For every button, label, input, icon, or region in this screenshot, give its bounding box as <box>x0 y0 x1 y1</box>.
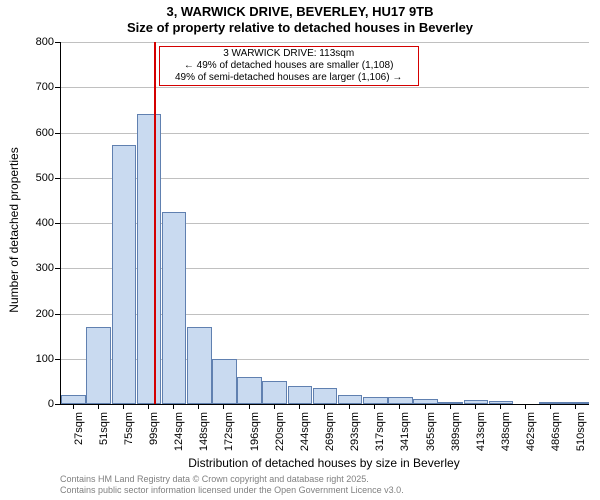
marker-line <box>154 42 156 404</box>
y-tick-label: 100 <box>22 353 54 365</box>
y-tick-mark <box>55 223 60 224</box>
histogram-bar <box>162 212 187 404</box>
x-tick-mark <box>98 404 99 409</box>
x-tick-label: 244sqm <box>299 412 311 462</box>
x-tick-mark <box>73 404 74 409</box>
histogram-bar <box>112 145 137 404</box>
x-tick-label: 99sqm <box>148 412 160 462</box>
x-tick-mark <box>324 404 325 409</box>
annotation-line2: ← 49% of detached houses are smaller (1,… <box>164 60 414 72</box>
y-tick-mark <box>55 404 60 405</box>
x-tick-label: 413sqm <box>475 412 487 462</box>
x-tick-mark <box>148 404 149 409</box>
x-tick-label: 27sqm <box>73 412 85 462</box>
gridline <box>61 87 589 88</box>
y-tick-mark <box>55 133 60 134</box>
y-tick-label: 800 <box>22 36 54 48</box>
y-tick-label: 700 <box>22 81 54 93</box>
histogram-bar <box>187 327 212 404</box>
x-tick-mark <box>223 404 224 409</box>
y-tick-mark <box>55 314 60 315</box>
x-tick-mark <box>374 404 375 409</box>
x-tick-mark <box>575 404 576 409</box>
histogram-bar <box>288 386 313 404</box>
histogram-bar <box>313 388 338 404</box>
y-tick-mark <box>55 178 60 179</box>
x-tick-mark <box>475 404 476 409</box>
title-line2: Size of property relative to detached ho… <box>0 20 600 35</box>
x-tick-label: 486sqm <box>550 412 562 462</box>
x-tick-mark <box>525 404 526 409</box>
histogram-bar <box>262 381 287 404</box>
x-tick-label: 389sqm <box>450 412 462 462</box>
annotation-line3: 49% of semi-detached houses are larger (… <box>164 72 414 84</box>
x-tick-mark <box>274 404 275 409</box>
x-tick-label: 220sqm <box>274 412 286 462</box>
y-tick-mark <box>55 87 60 88</box>
y-tick-label: 0 <box>22 398 54 410</box>
x-tick-mark <box>550 404 551 409</box>
histogram-bar <box>137 114 162 404</box>
x-tick-label: 317sqm <box>374 412 386 462</box>
x-tick-mark <box>500 404 501 409</box>
chart-container: 3, WARWICK DRIVE, BEVERLEY, HU17 9TB Siz… <box>0 0 600 500</box>
x-tick-label: 341sqm <box>399 412 411 462</box>
annotation-line1: 3 WARWICK DRIVE: 113sqm <box>164 48 414 60</box>
histogram-bar <box>438 402 463 404</box>
x-tick-label: 293sqm <box>349 412 361 462</box>
x-tick-label: 75sqm <box>123 412 135 462</box>
x-tick-label: 51sqm <box>98 412 110 462</box>
y-tick-label: 300 <box>22 262 54 274</box>
histogram-bar <box>86 327 111 404</box>
x-tick-mark <box>349 404 350 409</box>
histogram-bar <box>61 395 86 404</box>
x-tick-mark <box>173 404 174 409</box>
x-tick-label: 365sqm <box>425 412 437 462</box>
x-tick-label: 124sqm <box>173 412 185 462</box>
histogram-bar <box>413 399 438 404</box>
x-tick-label: 172sqm <box>223 412 235 462</box>
y-tick-mark <box>55 42 60 43</box>
y-tick-label: 200 <box>22 308 54 320</box>
x-tick-mark <box>123 404 124 409</box>
histogram-bar <box>237 377 262 404</box>
title-line1: 3, WARWICK DRIVE, BEVERLEY, HU17 9TB <box>0 4 600 19</box>
y-tick-mark <box>55 359 60 360</box>
plot-area: 3 WARWICK DRIVE: 113sqm ← 49% of detache… <box>60 42 589 405</box>
x-tick-mark <box>450 404 451 409</box>
x-tick-mark <box>249 404 250 409</box>
histogram-bar <box>212 359 237 404</box>
annotation-box: 3 WARWICK DRIVE: 113sqm ← 49% of detache… <box>159 46 419 86</box>
x-tick-mark <box>198 404 199 409</box>
histogram-bar <box>338 395 363 404</box>
x-tick-mark <box>299 404 300 409</box>
histogram-bar <box>363 397 388 404</box>
x-tick-label: 269sqm <box>324 412 336 462</box>
gridline <box>61 42 589 43</box>
histogram-bar <box>464 400 489 404</box>
x-tick-mark <box>399 404 400 409</box>
x-tick-label: 438sqm <box>500 412 512 462</box>
x-tick-label: 462sqm <box>525 412 537 462</box>
y-tick-label: 600 <box>22 127 54 139</box>
footer-attribution: Contains HM Land Registry data © Crown c… <box>60 474 404 496</box>
x-tick-mark <box>425 404 426 409</box>
y-tick-mark <box>55 268 60 269</box>
histogram-bar <box>388 397 413 404</box>
y-axis-label: Number of detached properties <box>7 130 21 330</box>
x-tick-label: 148sqm <box>198 412 210 462</box>
x-tick-label: 510sqm <box>575 412 587 462</box>
y-tick-label: 500 <box>22 172 54 184</box>
footer-line2: Contains public sector information licen… <box>60 485 404 496</box>
footer-line1: Contains HM Land Registry data © Crown c… <box>60 474 404 485</box>
y-tick-label: 400 <box>22 217 54 229</box>
x-tick-label: 196sqm <box>249 412 261 462</box>
